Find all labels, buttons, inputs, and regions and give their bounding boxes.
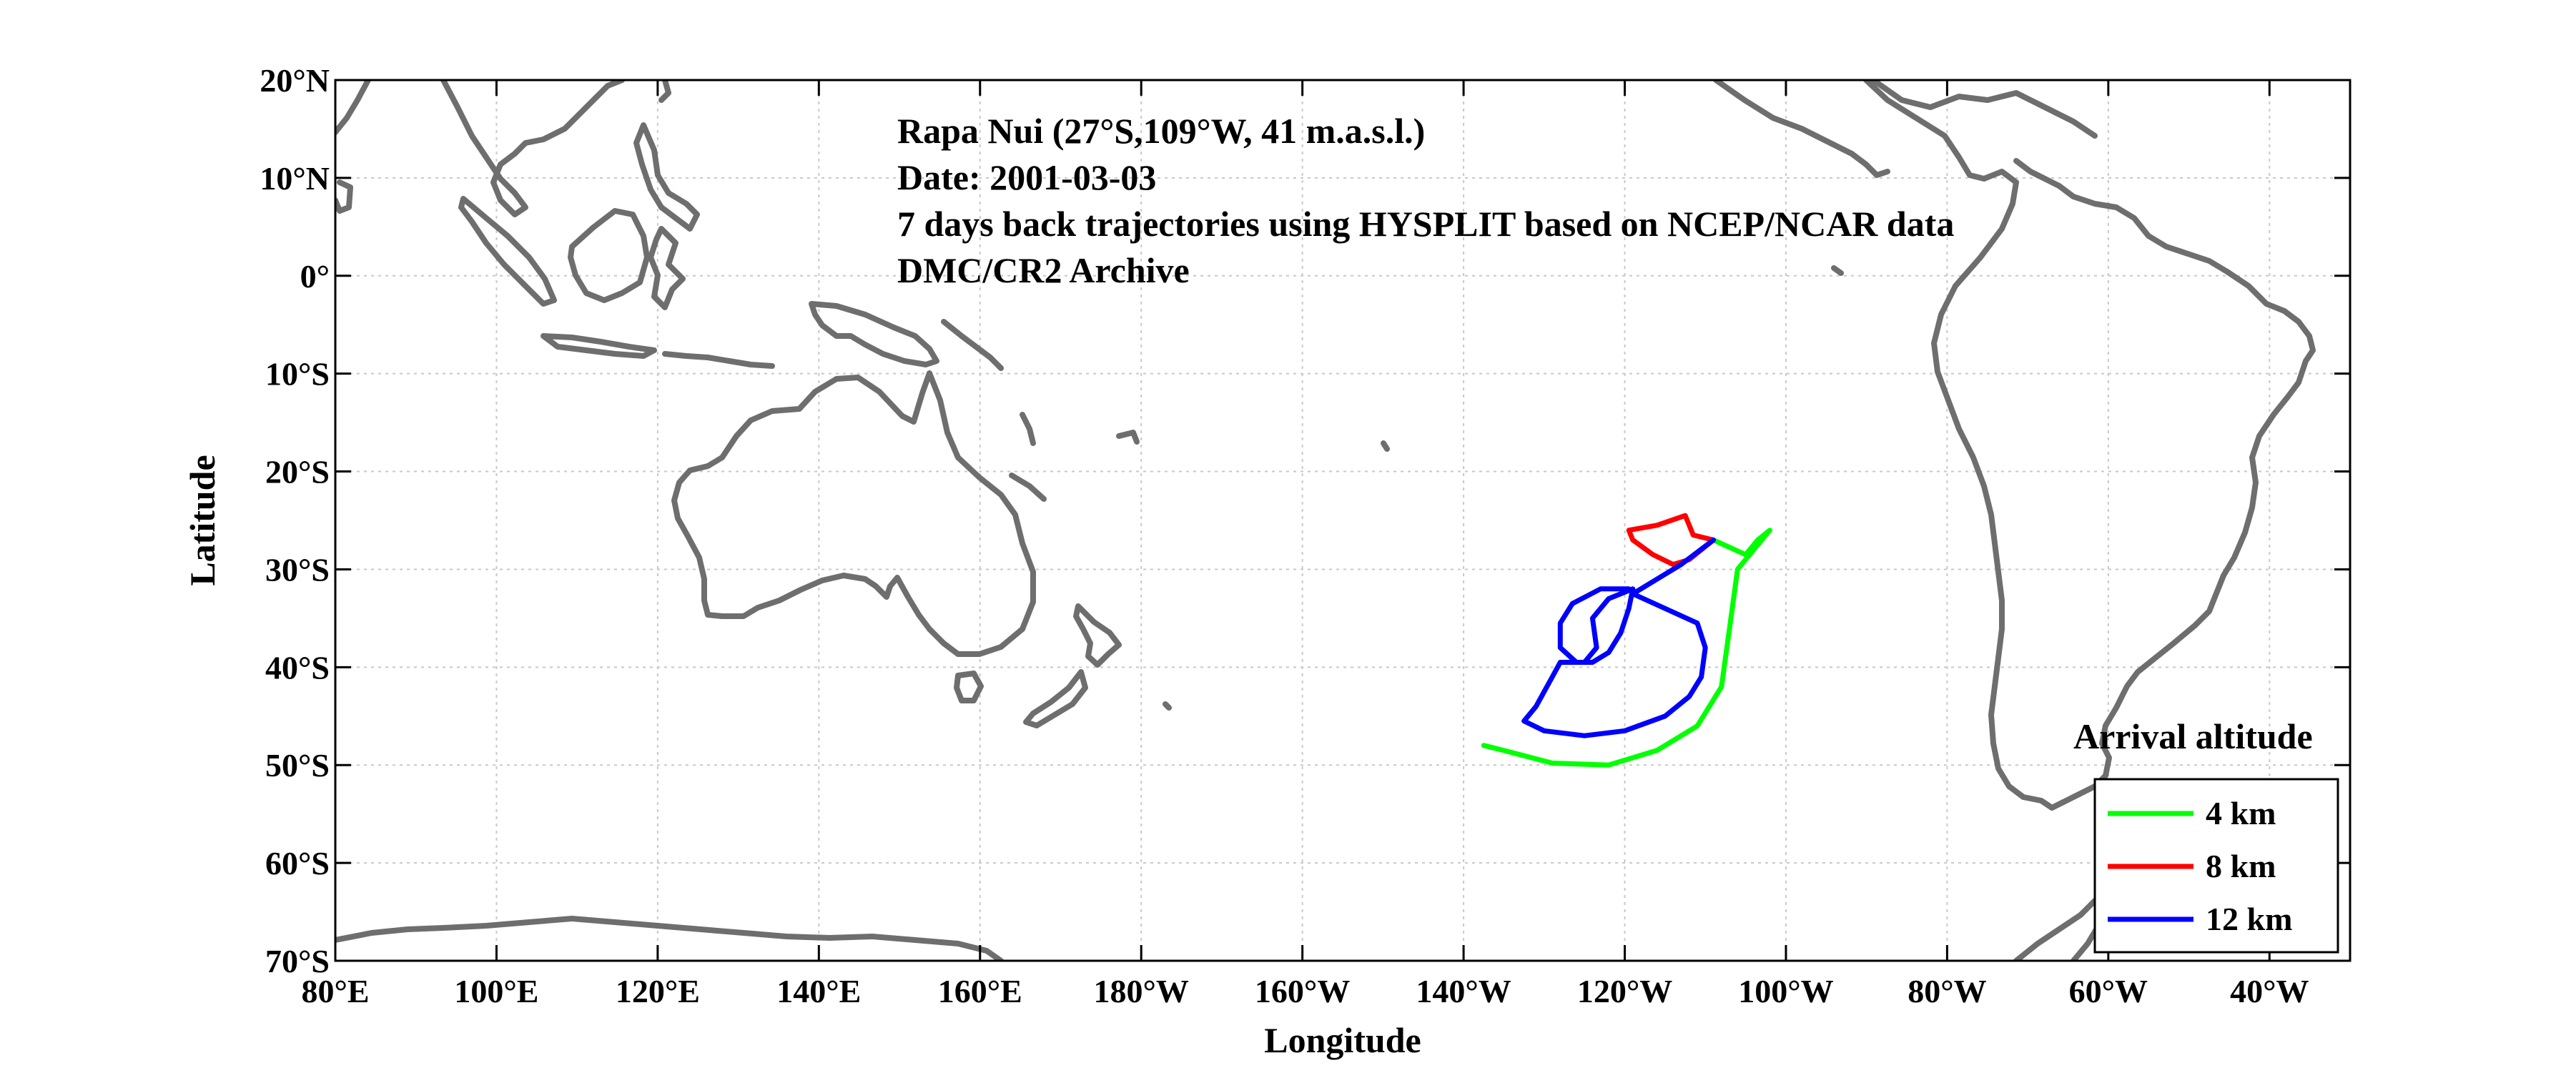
annotation-date: Date: 2001-03-03 [897, 157, 1156, 197]
new-zealand-north-coastline [1073, 603, 1122, 668]
y-tick-label: 20°N [260, 62, 330, 99]
legend-label: 12 km [2206, 901, 2292, 937]
annotation-method: 7 days back trajectories using HYSPLIT b… [897, 204, 1954, 244]
sulawesi-coastline [648, 226, 686, 310]
southeast-asia-coastline [440, 80, 625, 217]
vanuatu-islands [1020, 412, 1036, 446]
sri-lanka-coastline [335, 179, 353, 214]
trajectory-12-km [1521, 537, 1716, 738]
y-tick-label: 20°S [265, 454, 330, 490]
legend-label: 4 km [2206, 795, 2276, 831]
x-tick-label: 60°W [2069, 973, 2148, 1009]
annotation-archive: DMC/CR2 Archive [897, 250, 1190, 290]
y-tick-label: 40°S [265, 649, 330, 686]
y-tick-label: 10°N [260, 160, 330, 197]
borneo-coastline [568, 208, 650, 303]
legend-entries: 4 km 8 km 12 km [2108, 795, 2292, 937]
south-america-coastline [1863, 80, 2316, 811]
x-tick-label: 40°W [2230, 973, 2309, 1009]
sumatra-coastline [458, 196, 557, 307]
solomon-islands [941, 319, 1004, 371]
y-axis-title: Latitude [182, 455, 222, 585]
new-guinea-coastline [809, 301, 939, 367]
y-tick-label: 0° [300, 258, 330, 295]
axis-ticks: 80°E 100°E 120°E 140°E 160°E 180°W 160°W 140°W 1… [260, 62, 2350, 1009]
antarctic-peninsula-coastline [2013, 898, 2108, 961]
x-tick-label: 120°W [1577, 973, 1672, 1009]
india-coastline [335, 80, 371, 135]
x-tick-label: 120°E [616, 973, 700, 1009]
y-tick-label: 60°S [265, 845, 330, 881]
small-island-1 [1381, 440, 1390, 452]
x-tick-label: 160°W [1255, 973, 1350, 1009]
y-tick-label: 30°S [265, 551, 330, 588]
legend-label: 8 km [2206, 848, 2276, 884]
plot-frame [334, 79, 2352, 962]
x-tick-label: 140°E [776, 973, 861, 1009]
x-tick-label: 100°E [454, 973, 538, 1009]
x-tick-label: 180°W [1093, 973, 1188, 1009]
tasmania-coastline [954, 671, 984, 703]
taiwan-coastline [658, 80, 671, 103]
central-america-coastline [1713, 80, 1890, 178]
lesser-sunda-coastline [662, 351, 775, 369]
annotation-block: Rapa Nui (27°S,109°W, 41 m.a.s.l.) Date:… [897, 111, 1954, 290]
philippines-coastline [633, 122, 700, 232]
y-tick-label: 50°S [265, 747, 330, 783]
caribbean-coastline [1870, 80, 2098, 139]
antarctica-coastline-west [335, 916, 1004, 961]
legend-title: Arrival altitude [2073, 716, 2313, 756]
x-tick-label: 100°W [1738, 973, 1833, 1009]
y-tick-label: 70°S [265, 943, 330, 979]
coastlines [335, 80, 2316, 961]
trajectory-4-km [1481, 528, 1772, 768]
trajectory-lines [1481, 513, 1772, 768]
x-tick-label: 160°E [938, 973, 1022, 1009]
java-coastline [541, 333, 657, 359]
fiji-islands [1116, 430, 1140, 445]
x-tick-label: 80°W [1908, 973, 1986, 1009]
x-tick-label: 80°E [301, 973, 369, 1009]
australia-coastline [671, 370, 1036, 657]
new-caledonia [1009, 473, 1047, 502]
x-axis-title: Longitude [1264, 1020, 1421, 1060]
y-tick-label: 10°S [265, 356, 330, 392]
trajectory-8-km [1626, 513, 1716, 568]
small-island-2 [1163, 701, 1172, 711]
galapagos-islands [1831, 265, 1844, 276]
x-tick-label: 140°W [1416, 973, 1511, 1009]
new-zealand-south-coastline [1023, 669, 1088, 728]
annotation-station: Rapa Nui (27°S,109°W, 41 m.a.s.l.) [897, 111, 1425, 151]
